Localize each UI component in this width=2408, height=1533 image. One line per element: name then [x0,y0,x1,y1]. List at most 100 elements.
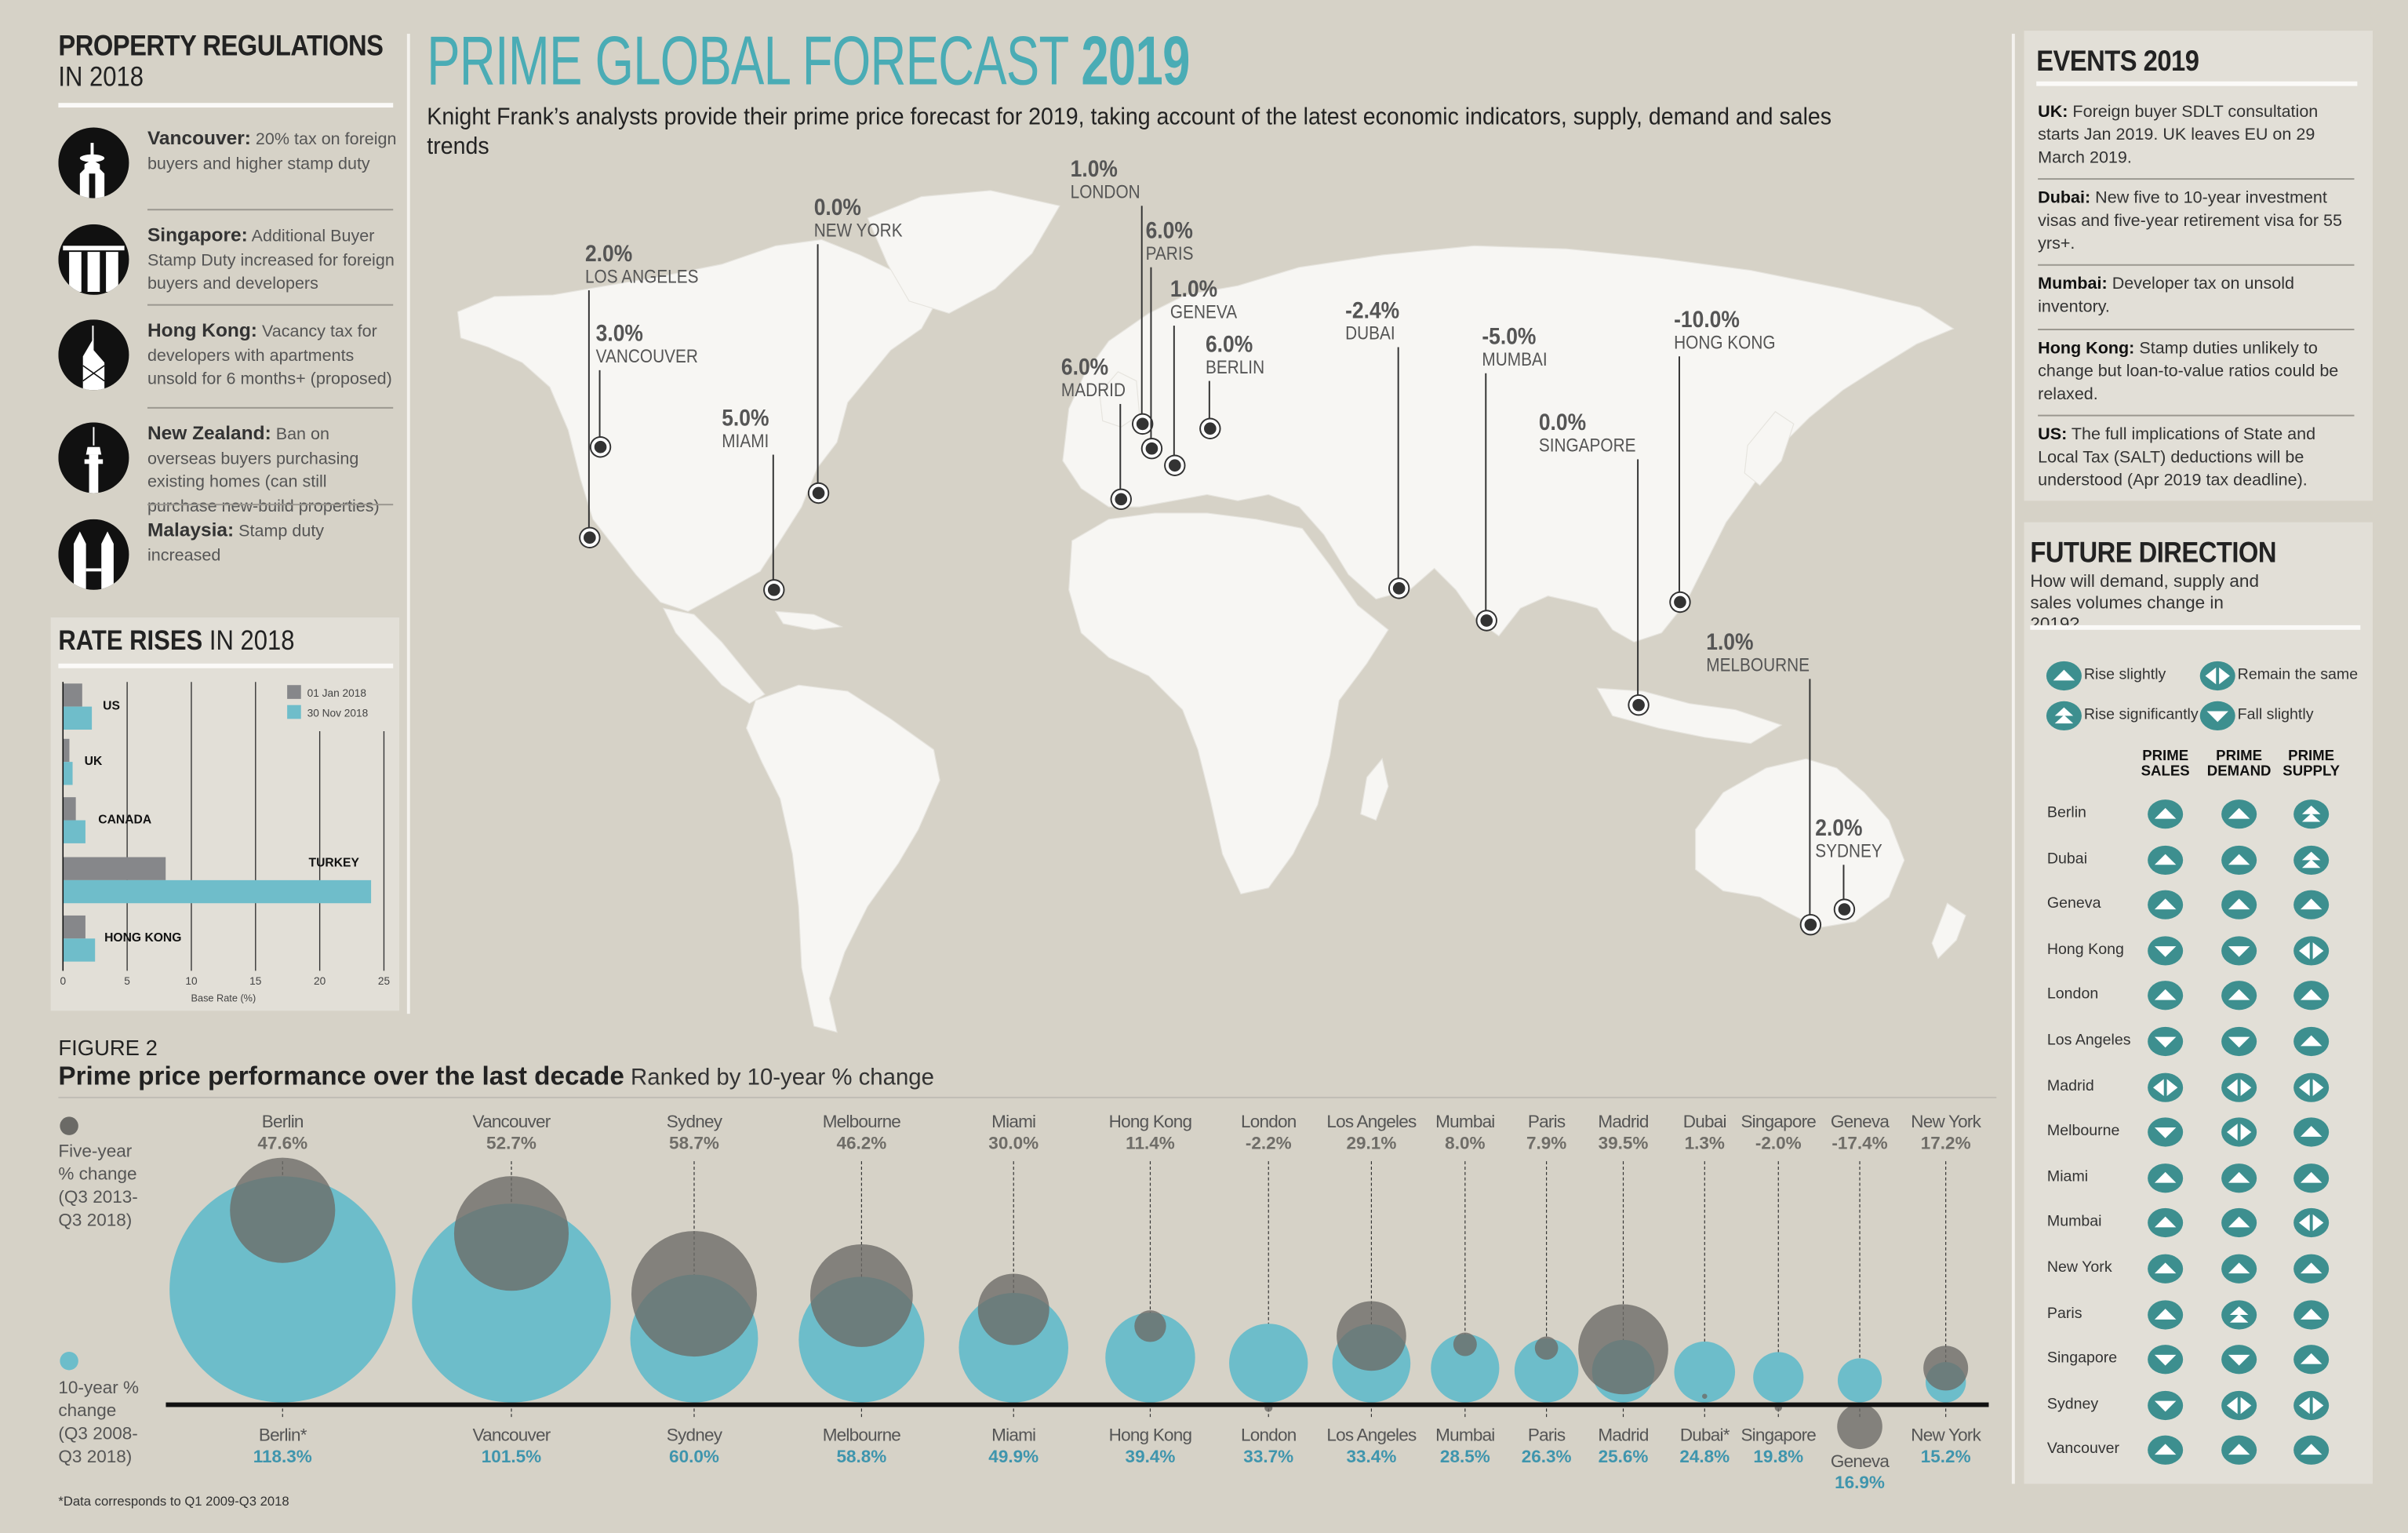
bubble-five-year-sydney [631,1231,757,1357]
rise-slightly-icon [2148,890,2184,920]
ten-year-value-label: 24.8% [1679,1448,1730,1467]
map-marker-vancouver[interactable] [591,438,610,457]
ten-year-legend-dot [60,1351,78,1371]
event-place: Hong Kong: [2038,339,2135,359]
map-marker-mumbai[interactable] [1477,611,1497,630]
fall-slightly-icon [2221,935,2257,966]
row-city: Los Angeles [2046,1032,2131,1050]
map-marker-madrid[interactable] [1111,490,1131,509]
forecast-value-vancouver: 3.0% [595,321,643,348]
top-city-label: Berlin [261,1113,304,1132]
divider [147,209,394,211]
forecast-city-singapore: SINGAPORE [1538,435,1636,457]
five-year-value-label: -17.4% [1831,1134,1888,1154]
bar-uk-jan [63,738,70,763]
five-year-value-label: 7.9% [1526,1134,1567,1154]
map-marker-hong-kong[interactable] [1671,592,1690,612]
rise-slightly-icon [2293,1436,2330,1466]
five-year-legend-dot [60,1116,78,1135]
forecast-value-miami: 5.0% [722,405,769,432]
figure-title-light: Ranked by 10-year % change [624,1064,934,1091]
map-marker-miami[interactable] [765,581,784,599]
ten-year-value-label: 15.2% [1920,1448,1971,1467]
fall-slightly-icon [2148,1117,2184,1147]
bottom-city-label: Sydney [666,1426,722,1446]
five-year-value-label: 58.7% [669,1134,719,1154]
page-title: PRIME GLOBAL FORECAST 2019 [427,21,1190,101]
bubble-ten-year-paris [1514,1338,1579,1403]
row-city: Paris [2046,1305,2082,1322]
five-year-value-label: 8.0% [1445,1134,1486,1154]
map-marker-new-york[interactable] [809,483,828,503]
row-city: New York [2046,1259,2112,1277]
category-label: CANADA [98,813,151,826]
top-city-label: New York [1911,1113,1981,1132]
bank-of-china-tower-icon [58,319,129,391]
legend-swatch [287,705,301,719]
bottom-city-label: Paris [1527,1426,1566,1446]
marina-bay-sands-icon [58,224,129,295]
category-label: UK [85,755,103,768]
rise-slightly-icon [2293,890,2330,920]
map-marker-melbourne[interactable] [1801,915,1821,934]
divider [2036,81,2358,86]
row-city: Hong Kong [2046,941,2124,959]
map-marker-dubai[interactable] [1389,579,1409,598]
rise-slightly-icon [2293,1026,2330,1057]
x-tick-label: 5 [124,975,130,987]
five-year-value-label: -2.0% [1755,1134,1802,1154]
footnote: *Data corresponds to Q1 2009-Q3 2018 [58,1493,289,1509]
divider [406,34,410,1014]
x-axis-label: Base Rate (%) [191,992,256,1004]
map-marker-singapore[interactable] [1629,695,1648,715]
forecast-value-mumbai: -5.0% [1482,324,1537,351]
forecast-city-miami: MIAMI [722,430,769,452]
marker-line [1140,206,1143,423]
bubble-ten-year-london [1229,1324,1308,1403]
rise-slightly-icon [2221,981,2257,1011]
remain-the-same-icon [2293,935,2330,966]
map-marker-geneva[interactable] [1166,456,1184,475]
five-year-value-label: 39.5% [1598,1134,1649,1154]
map-marker-sydney[interactable] [1835,900,1854,919]
regulation-place: Malaysia: [147,519,235,541]
bar-us-jan [63,683,82,707]
map-marker-los-angeles[interactable] [580,528,599,548]
x-tick-label: 0 [60,975,66,987]
divider [2011,34,2015,1484]
map-marker-paris[interactable] [1142,439,1162,458]
bubble-five-year-miami [977,1273,1049,1345]
rise-slightly-icon [2221,845,2257,875]
africa-shape [1068,512,1389,895]
top-city-label: Melbourne [822,1113,901,1132]
fall-slightly-icon [2221,1345,2257,1375]
bubble-five-year-melbourne [809,1244,913,1347]
category-label: TURKEY [309,856,360,869]
rise-slightly-icon [2148,845,2184,875]
event-place: UK: [2038,103,2068,122]
ten-year-value-label: 49.9% [988,1448,1039,1467]
new-zealand-shape [1931,902,1966,959]
divider [2038,264,2355,266]
top-city-label: Paris [1527,1113,1566,1132]
ten-year-value-label: 39.4% [1125,1448,1176,1467]
title-year: 2019 [1081,21,1190,100]
bubble-five-year-los-angeles [1337,1301,1406,1371]
legend-same: Remain the same [2237,666,2359,684]
ten-year-value-label: 25.6% [1598,1448,1649,1467]
event-item: Mumbai: Developer tax on unsold inventor… [2038,274,2354,320]
map-marker-berlin[interactable] [1201,419,1220,439]
rise-slightly-icon [2148,1436,2184,1466]
regulations-subtitle: IN 2018 [58,61,144,93]
regulation-text: Singapore: Additional Buyer Stamp Duty i… [147,224,401,297]
forecast-city-mumbai: MUMBAI [1482,348,1548,370]
rise-slightly-icon [2148,799,2184,829]
top-city-label: Madrid [1598,1113,1649,1132]
five-year-value-label: -2.2% [1245,1134,1292,1154]
regulation-text: New Zealand: Ban on overseas buyers purc… [147,422,401,519]
five-year-value-label: 1.3% [1684,1134,1725,1154]
rise-slightly-icon [2221,1436,2257,1466]
japan-shape [1744,410,1795,486]
remain-the-same-icon [2221,1117,2257,1147]
rise-slightly-icon [2221,799,2257,829]
